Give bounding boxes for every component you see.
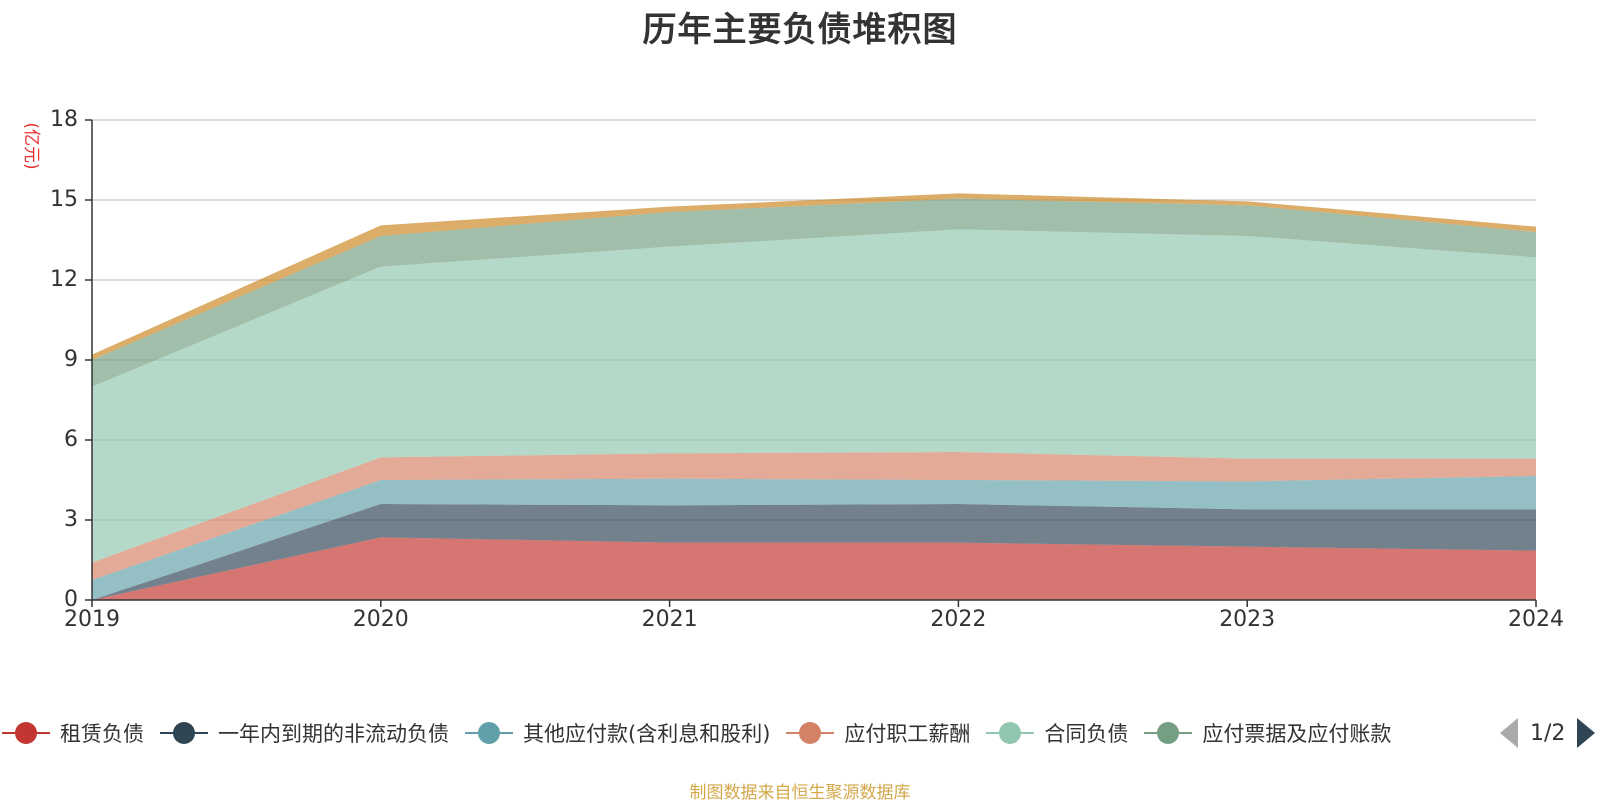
previous-page-icon[interactable] [1500, 718, 1518, 748]
legend-label: 合同负债 [1044, 722, 1129, 746]
y-tick-label: 15 [50, 187, 78, 212]
legend-pager: 1/2 [1500, 716, 1600, 750]
x-tick-label: 2020 [353, 607, 409, 632]
legend-label: 一年内到期的非流动负债 [218, 722, 449, 746]
area-series-3 [92, 452, 1536, 580]
legend-label: 应付票据及应付账款 [1202, 722, 1392, 746]
series-areas [92, 193, 1536, 600]
y-tick-label: 18 [50, 107, 78, 132]
x-tick-label: 2024 [1508, 607, 1564, 632]
area-series-0 [92, 537, 1536, 600]
x-tick-label: 2022 [930, 607, 986, 632]
y-tick-label: 12 [50, 267, 78, 292]
chart-title: 历年主要负债堆积图 [642, 10, 958, 50]
legend-item[interactable]: 应付职工薪酬 [784, 718, 970, 748]
next-page-icon[interactable] [1577, 718, 1596, 748]
legend-swatch-icon [0, 720, 52, 746]
legend: 租赁负债 一年内到期的非流动负债 其他应付款(含利息和股利) 应付职工薪酬 合同负债 应付… [0, 716, 1490, 750]
x-tick-label: 2021 [642, 607, 698, 632]
legend-page-indicator: 1/2 [1530, 720, 1566, 746]
y-tick-label: 3 [64, 507, 78, 532]
legend-swatch-icon [158, 720, 210, 746]
y-tick-label: 9 [64, 347, 78, 372]
area-series-1 [92, 504, 1536, 600]
legend-item[interactable]: 应付票据及应付账款 [1142, 718, 1391, 748]
legend-label: 租赁负债 [60, 722, 144, 746]
y-axis-label: (亿元) [21, 122, 41, 169]
legend-item[interactable]: 其他应付款(含利息和股利) [463, 718, 770, 748]
axes: 0 3 6 9 12 15 18 2019 2020 2021 2022 2023 2024 [50, 107, 1564, 632]
legend-swatch-icon [784, 720, 836, 746]
legend-item[interactable]: 租赁负债 [0, 718, 144, 748]
y-tick-label: 6 [64, 427, 78, 452]
legend-item[interactable]: 一年内到期的非流动负债 [158, 718, 449, 748]
x-tick-label: 2019 [64, 607, 120, 632]
y-tick-label: 0 [64, 587, 78, 612]
x-tick-label: 2023 [1219, 607, 1275, 632]
stacked-area-chart: 0 3 6 9 12 15 18 2019 2020 2021 2022 2023 2024 (亿元) [21, 107, 1564, 632]
legend-swatch-icon [1142, 720, 1194, 746]
legend-label: 应付职工薪酬 [844, 722, 971, 746]
legend-swatch-icon [984, 720, 1036, 746]
legend-label: 其他应付款(含利息和股利) [523, 722, 771, 746]
legend-item[interactable]: 合同负债 [984, 718, 1128, 748]
legend-swatch-icon [463, 720, 515, 746]
area-series-2 [92, 476, 1536, 600]
area-series-4 [92, 229, 1536, 563]
area-series-5 [92, 198, 1536, 387]
data-source-note: 制图数据来自恒生聚源数据库 [689, 783, 911, 803]
